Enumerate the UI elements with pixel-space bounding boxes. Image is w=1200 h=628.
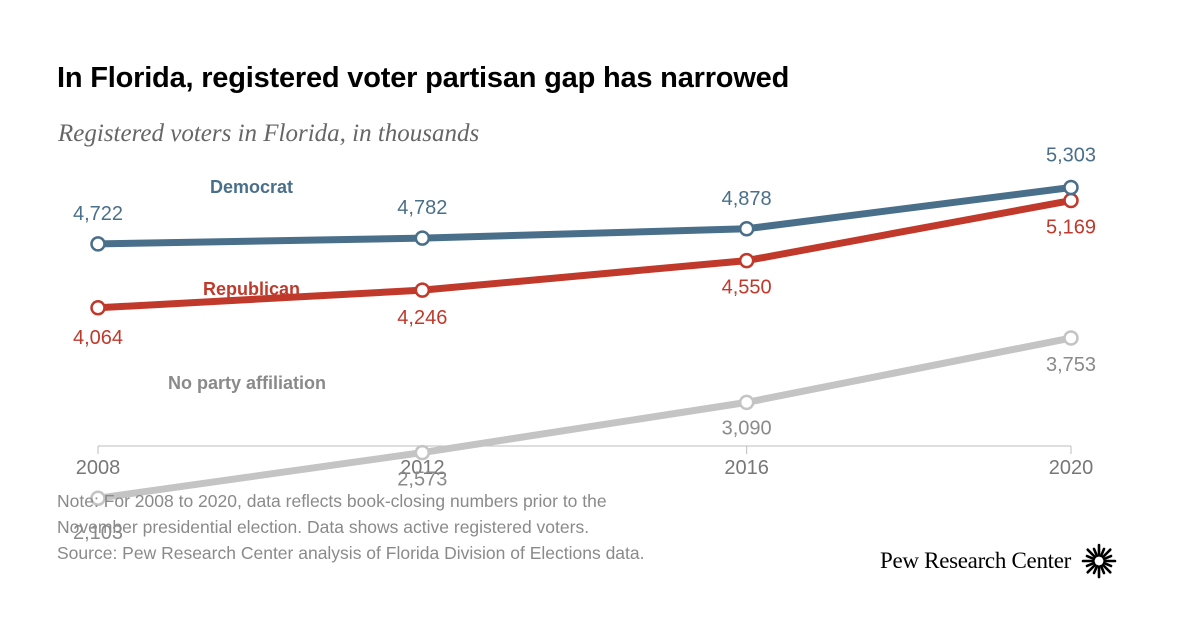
series-name-label: Republican <box>203 279 300 299</box>
data-point <box>90 300 106 316</box>
data-point <box>1063 179 1079 196</box>
x-tick-label: 2012 <box>400 457 445 479</box>
data-label: 2,103 <box>73 522 123 544</box>
data-label: 4,550 <box>722 277 772 299</box>
data-point <box>414 444 431 461</box>
data-label: 3,753 <box>1046 354 1096 376</box>
data-label: 5,169 <box>1046 217 1096 239</box>
x-tick-label: 2016 <box>724 457 769 479</box>
data-label: 5,303 <box>1046 145 1096 167</box>
note-line-2: November presidential election. Data sho… <box>57 517 590 537</box>
series-line-republican <box>94 197 1075 312</box>
data-label: 4,782 <box>397 197 447 219</box>
data-label: 4,722 <box>73 203 123 225</box>
chart-title: In Florida, registered voter partisan ga… <box>57 62 790 94</box>
data-point <box>1063 330 1079 346</box>
series-name-label: No party affiliation <box>168 373 326 393</box>
chart-subtitle: Registered voters in Florida, in thousan… <box>58 120 480 147</box>
source-line: Source: Pew Research Center analysis of … <box>57 543 645 563</box>
data-point <box>738 221 755 237</box>
data-point <box>738 394 755 411</box>
sunburst-logo-icon <box>1081 543 1117 579</box>
data-label: 2,573 <box>397 469 447 491</box>
pew-logo: Pew Research Center <box>880 543 1117 579</box>
data-point <box>414 230 431 246</box>
data-label: 4,064 <box>73 327 123 349</box>
x-tick-label: 2008 <box>76 457 121 479</box>
note-line-1: Note: For 2008 to 2020, data reflects bo… <box>57 491 607 511</box>
series-name-label: Democrat <box>210 177 293 197</box>
data-point <box>414 282 431 298</box>
logo-text: Pew Research Center <box>880 548 1072 573</box>
data-label: 4,878 <box>722 188 772 210</box>
x-tick-label: 2020 <box>1049 457 1094 479</box>
data-point <box>1063 192 1079 209</box>
data-point <box>738 252 755 269</box>
data-point <box>90 236 106 252</box>
data-label: 4,246 <box>397 307 447 329</box>
data-label: 3,090 <box>722 417 772 439</box>
series-line-democrat <box>94 184 1075 248</box>
series-line-no-party-affiliation <box>94 334 1075 502</box>
data-point <box>90 490 106 506</box>
chart-notes: Note: For 2008 to 2020, data reflects bo… <box>57 488 645 566</box>
